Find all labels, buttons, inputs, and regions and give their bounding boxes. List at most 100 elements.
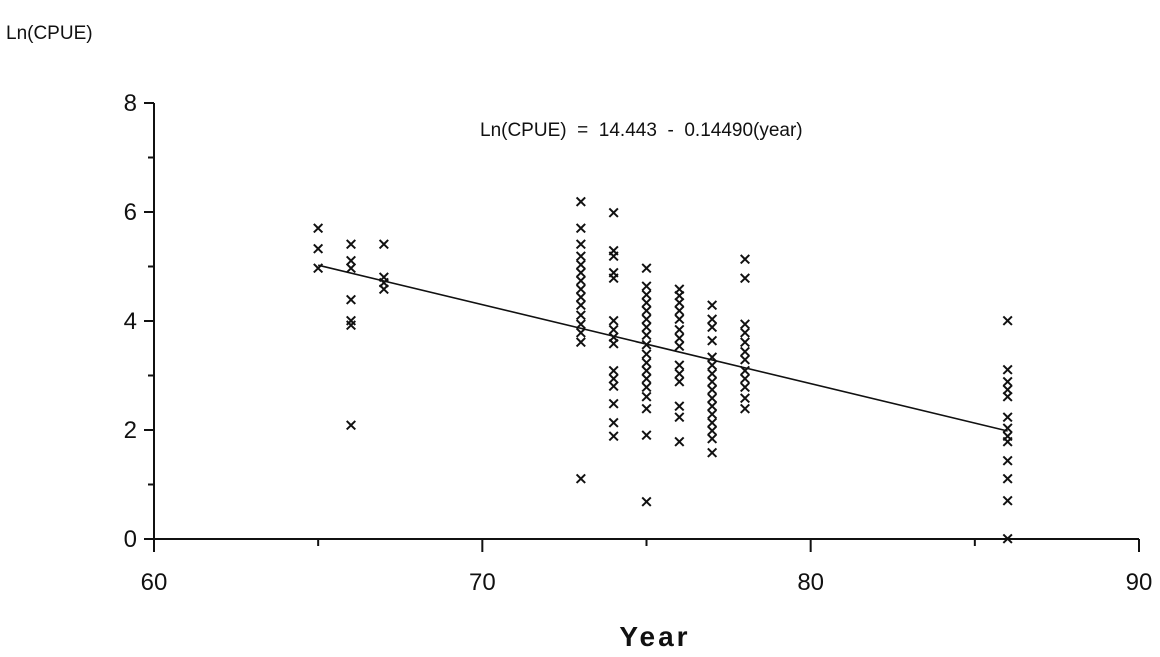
y-tick-label: 2	[124, 417, 137, 444]
data-point: ×	[672, 309, 686, 329]
data-point: ×	[705, 429, 719, 449]
data-point: ×	[311, 218, 325, 238]
data-point: ×	[574, 315, 588, 335]
data-point: ×	[607, 426, 621, 446]
data-point: ×	[705, 331, 719, 351]
data-point: ×	[344, 315, 358, 335]
data-point: ×	[672, 364, 686, 384]
data-point: ×	[344, 251, 358, 271]
data-point: ×	[672, 356, 686, 376]
data-point: ×	[607, 413, 621, 433]
data-point: ×	[607, 334, 621, 354]
data-point: ×	[574, 296, 588, 316]
regression-line-group	[317, 264, 1008, 432]
data-point: ×	[738, 369, 752, 389]
data-point: ×	[639, 369, 653, 389]
data-point: ×	[639, 277, 653, 297]
data-point: ×	[607, 369, 621, 389]
data-point: ×	[672, 337, 686, 357]
data-point: ×	[1001, 432, 1015, 452]
data-point: ×	[574, 247, 588, 267]
x-axis-label: Year	[619, 621, 690, 652]
data-point: ×	[574, 469, 588, 489]
data-point: ×	[574, 255, 588, 275]
data-point: ×	[705, 317, 719, 337]
x-tick-label: 70	[469, 569, 496, 596]
x-tick-label: 90	[1126, 569, 1153, 596]
data-point: ×	[1001, 407, 1015, 427]
data-point: ×	[607, 203, 621, 223]
data-point: ×	[639, 285, 653, 305]
data-point: ×	[1001, 372, 1015, 392]
data-point: ×	[607, 327, 621, 347]
data-point: ×	[607, 247, 621, 267]
data-point: ×	[1001, 451, 1015, 471]
data-point: ×	[377, 235, 391, 255]
data-point: ×	[738, 249, 752, 269]
data-point: ×	[738, 388, 752, 408]
data-point: ×	[672, 320, 686, 340]
data-point: ×	[738, 333, 752, 353]
data-point: ×	[705, 413, 719, 433]
data-point: ×	[574, 333, 588, 353]
data-point: ×	[639, 399, 653, 419]
data-point: ×	[672, 328, 686, 348]
data-point: ×	[1001, 360, 1015, 380]
data-point: ×	[1001, 469, 1015, 489]
data-point: ×	[738, 377, 752, 397]
data-point: ×	[705, 405, 719, 425]
data-point: ×	[574, 279, 588, 299]
data-point: ×	[672, 396, 686, 416]
data-point: ×	[607, 241, 621, 261]
data-point: ×	[344, 259, 358, 279]
data-point: ×	[1001, 380, 1015, 400]
data-point: ×	[705, 309, 719, 329]
data-point: ×	[639, 335, 653, 355]
data-point: ×	[672, 279, 686, 299]
data-point: ×	[639, 301, 653, 321]
data-point: ×	[1001, 529, 1015, 549]
regression-line	[317, 264, 1008, 432]
data-point: ×	[639, 377, 653, 397]
data-point: ×	[311, 259, 325, 279]
data-point: ×	[574, 287, 588, 307]
data-point: ×	[639, 492, 653, 512]
data-point: ×	[1001, 387, 1015, 407]
data-point: ×	[705, 364, 719, 384]
data-point: ×	[377, 279, 391, 299]
x-tick-label: 80	[797, 569, 824, 596]
y-tick-label: 8	[124, 90, 137, 117]
regression-equation: Ln(CPUE) = 14.443 - 0.14490(year)	[480, 120, 803, 141]
data-point: ×	[607, 361, 621, 381]
data-point: ×	[574, 271, 588, 291]
data-point: ×	[738, 399, 752, 419]
ticks	[144, 102, 1140, 552]
data-point: ×	[574, 192, 588, 212]
tick-labels: 60 70 80 90 0 2 4 6 8	[124, 90, 1153, 596]
y-tick-label: 6	[124, 199, 137, 226]
data-point: ×	[377, 267, 391, 287]
data-point: ×	[607, 268, 621, 288]
data-point: ×	[639, 259, 653, 279]
data-point: ×	[705, 443, 719, 463]
data-point: ×	[738, 315, 752, 335]
data-point: ×	[574, 305, 588, 325]
data-point: ×	[377, 273, 391, 293]
data-point: ×	[672, 432, 686, 452]
data-point: ×	[672, 286, 686, 306]
data-point: ×	[738, 268, 752, 288]
data-point: ×	[639, 353, 653, 373]
data-point: ×	[705, 380, 719, 400]
data-point: ×	[344, 290, 358, 310]
x-tick-label: 60	[141, 569, 168, 596]
data-point: ×	[607, 394, 621, 414]
data-point: ×	[639, 387, 653, 407]
data-point: ×	[672, 372, 686, 392]
data-point: ×	[1001, 311, 1015, 331]
data-point: ×	[705, 356, 719, 376]
data-point: ×	[705, 421, 719, 441]
data-point: ×	[738, 342, 752, 362]
data-point: ×	[344, 311, 358, 331]
data-point: ×	[639, 309, 653, 329]
data-point: ×	[705, 388, 719, 408]
